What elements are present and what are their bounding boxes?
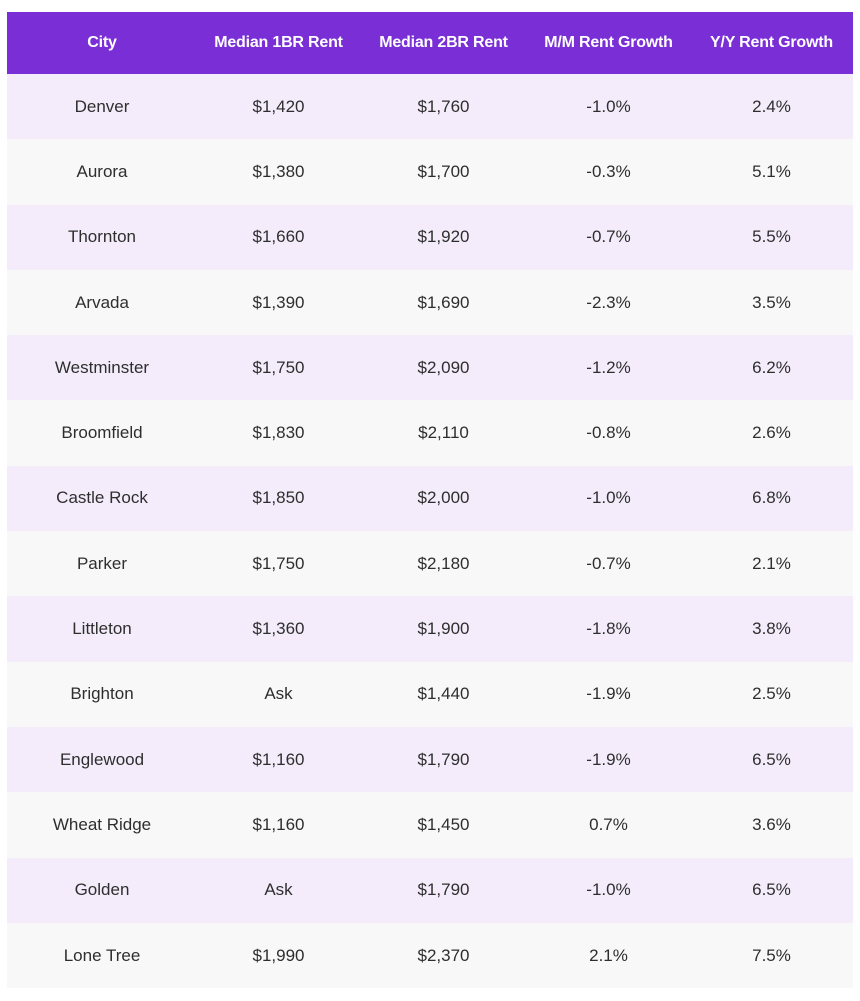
yy-growth-cell: 2.6%: [752, 423, 791, 443]
table-row: Golden Ask $1,790 -1.0% 6.5%: [7, 857, 853, 923]
median-2br-cell: $1,790: [417, 749, 470, 769]
yy-growth-cell: 5.5%: [752, 227, 791, 247]
yy-growth-cell: 7.5%: [752, 945, 791, 965]
median-1br-cell: $1,660: [252, 227, 305, 247]
mm-growth-cell: -0.3%: [586, 161, 631, 181]
median-2br-cell: $1,920: [417, 227, 470, 247]
city-cell: Lone Tree: [63, 945, 141, 965]
median-1br-cell: $1,420: [252, 96, 305, 116]
median-1br-cell: $1,160: [252, 749, 305, 769]
yy-growth-cell: 3.5%: [752, 292, 791, 312]
mm-growth-cell: -0.7%: [586, 553, 631, 573]
mm-growth-cell: 0.7%: [589, 814, 628, 834]
table-row: Aurora $1,380 $1,700 -0.3% 5.1%: [7, 139, 853, 205]
table-row: Parker $1,750 $2,180 -0.7% 2.1%: [7, 531, 853, 597]
mm-growth-cell: -1.0%: [586, 488, 631, 508]
yy-growth-cell: 2.1%: [752, 553, 791, 573]
header-median-1br-rent: Median 1BR Rent: [214, 34, 343, 51]
mm-growth-cell: -1.0%: [586, 96, 631, 116]
table-row: Broomfield $1,830 $2,110 -0.8% 2.6%: [7, 400, 853, 466]
table-row: Lone Tree $1,990 $2,370 2.1% 7.5%: [7, 922, 853, 989]
median-1br-cell: $1,380: [252, 161, 305, 181]
median-2br-cell: $1,450: [417, 814, 470, 834]
mm-growth-cell: -1.2%: [586, 357, 631, 377]
median-1br-cell: $1,830: [252, 423, 305, 443]
table-row: Wheat Ridge $1,160 $1,450 0.7% 3.6%: [7, 792, 853, 858]
median-1br-cell: Ask: [264, 880, 293, 900]
header-mm-rent-growth: M/M Rent Growth: [544, 34, 673, 51]
yy-growth-cell: 3.6%: [752, 814, 791, 834]
yy-growth-cell: 6.5%: [752, 749, 791, 769]
city-cell: Golden: [74, 880, 130, 900]
city-cell: Englewood: [59, 749, 145, 769]
yy-growth-cell: 5.1%: [752, 161, 791, 181]
median-1br-cell: $1,750: [252, 553, 305, 573]
median-2br-cell: $1,690: [417, 292, 470, 312]
yy-growth-cell: 2.4%: [752, 96, 791, 116]
mm-growth-cell: -1.9%: [586, 684, 631, 704]
header-yy-rent-growth: Y/Y Rent Growth: [710, 34, 833, 51]
city-cell: Castle Rock: [56, 488, 148, 508]
yy-growth-cell: 6.8%: [752, 488, 791, 508]
mm-growth-cell: -0.8%: [586, 423, 631, 443]
city-cell: Thornton: [67, 227, 137, 247]
mm-growth-cell: -1.9%: [586, 749, 631, 769]
table-row: Englewood $1,160 $1,790 -1.9% 6.5%: [7, 726, 853, 793]
median-1br-cell: Ask: [264, 684, 293, 704]
median-1br-cell: $1,360: [252, 619, 305, 639]
table-row: Denver $1,420 $1,760 -1.0% 2.4%: [7, 74, 853, 140]
city-cell: Aurora: [76, 161, 128, 181]
table-row: Brighton Ask $1,440 -1.9% 2.5%: [7, 661, 853, 727]
header-city: City: [87, 34, 117, 51]
city-cell: Denver: [74, 96, 130, 116]
median-2br-cell: $1,900: [417, 619, 470, 639]
table-header: City Median 1BR Rent Median 2BR Rent M/M…: [7, 12, 853, 74]
table-row: Westminster $1,750 $2,090 -1.2% 6.2%: [7, 335, 853, 401]
median-1br-cell: $1,160: [252, 814, 305, 834]
yy-growth-cell: 2.5%: [752, 684, 791, 704]
header-row: City Median 1BR Rent Median 2BR Rent M/M…: [7, 12, 853, 74]
median-2br-cell: $1,440: [417, 684, 470, 704]
city-cell: Littleton: [72, 619, 132, 639]
mm-growth-cell: -0.7%: [586, 227, 631, 247]
city-cell: Brighton: [70, 684, 134, 704]
median-2br-cell: $2,110: [418, 423, 469, 443]
median-2br-cell: $1,760: [417, 96, 470, 116]
yy-growth-cell: 6.5%: [752, 880, 791, 900]
median-2br-cell: $2,370: [417, 945, 470, 965]
rent-table: City Median 1BR Rent Median 2BR Rent M/M…: [7, 12, 853, 989]
median-1br-cell: $1,390: [252, 292, 305, 312]
mm-growth-cell: -1.0%: [586, 880, 631, 900]
median-2br-cell: $2,090: [417, 357, 470, 377]
table-row: Thornton $1,660 $1,920 -0.7% 5.5%: [7, 204, 853, 270]
city-cell: Broomfield: [61, 423, 143, 443]
city-cell: Wheat Ridge: [52, 814, 152, 834]
median-2br-cell: $1,700: [417, 161, 470, 181]
median-1br-cell: $1,850: [252, 488, 305, 508]
rent-table-container: City Median 1BR Rent Median 2BR Rent M/M…: [7, 12, 853, 989]
table-body: Denver $1,420 $1,760 -1.0% 2.4% Aurora $1,380 $…: [7, 74, 853, 989]
median-2br-cell: $2,180: [417, 553, 470, 573]
yy-growth-cell: 3.8%: [752, 619, 791, 639]
median-1br-cell: $1,750: [252, 357, 305, 377]
header-median-2br-rent: Median 2BR Rent: [379, 34, 508, 51]
median-1br-cell: $1,990: [252, 945, 305, 965]
mm-growth-cell: 2.1%: [589, 945, 628, 965]
table-row: Littleton $1,360 $1,900 -1.8% 3.8%: [7, 596, 853, 662]
table-row: Arvada $1,390 $1,690 -2.3% 3.5%: [7, 269, 853, 336]
mm-growth-cell: -1.8%: [586, 619, 631, 639]
mm-growth-cell: -2.3%: [586, 292, 631, 312]
city-cell: Parker: [76, 553, 128, 573]
table-row: Castle Rock $1,850 $2,000 -1.0% 6.8%: [7, 465, 853, 532]
city-cell: Westminster: [54, 357, 150, 377]
yy-growth-cell: 6.2%: [752, 357, 791, 377]
median-2br-cell: $2,000: [417, 488, 470, 508]
city-cell: Arvada: [75, 292, 129, 312]
median-2br-cell: $1,790: [417, 880, 470, 900]
